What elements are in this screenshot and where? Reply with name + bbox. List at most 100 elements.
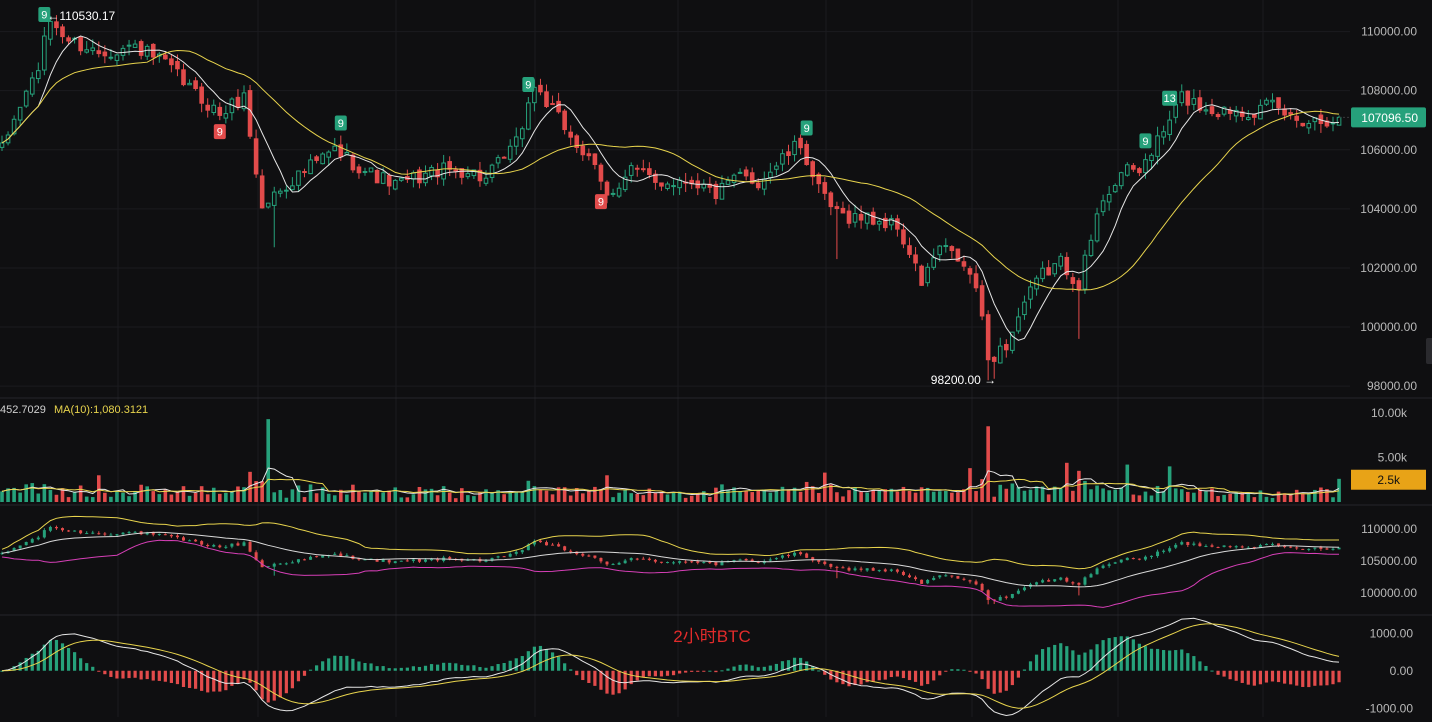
macd-histogram-bar (538, 645, 543, 671)
boll-candle-body (901, 571, 905, 575)
volume-bar (901, 486, 906, 502)
boll-candle-body (1119, 559, 1123, 563)
macd-histogram-bar (296, 670, 301, 682)
boll-candle-body (653, 559, 657, 562)
candle-body (386, 174, 392, 187)
macd-histogram-bar (1083, 652, 1087, 671)
candle (743, 166, 749, 181)
volume-bar (363, 492, 367, 502)
volume-bar (103, 492, 107, 502)
candle (876, 219, 882, 231)
candle (858, 205, 864, 229)
macd-histogram-bar (97, 670, 101, 672)
candle-body (768, 171, 773, 179)
candle (1040, 261, 1045, 283)
boll-candle-body (1089, 574, 1093, 578)
volume-bar (230, 491, 234, 502)
candle-body (1004, 344, 1009, 351)
candle-body (1179, 91, 1185, 104)
macd-histogram-bar (163, 670, 167, 682)
macd-histogram-bar (1204, 665, 1208, 671)
candle (435, 163, 440, 185)
candle (949, 245, 955, 259)
candle (985, 310, 991, 381)
candle (737, 168, 743, 174)
candle (386, 172, 392, 195)
candle (1306, 120, 1312, 134)
volume-bar (1077, 470, 1081, 502)
candle-body (574, 135, 580, 149)
volume-bar (744, 491, 748, 502)
volume-bar (1052, 486, 1057, 502)
boll-candle-body (1053, 579, 1057, 582)
macd-dif-line (1, 617, 1340, 717)
candle (798, 134, 803, 155)
boll-candle-body (339, 553, 343, 557)
candle-body (253, 138, 259, 175)
boll-candle-body (242, 542, 246, 546)
volume-bar (726, 489, 730, 502)
candle (1215, 112, 1221, 120)
volume-bar (151, 491, 156, 502)
side-collapse-handle[interactable] (1426, 338, 1432, 364)
boll-candle-body (1077, 582, 1081, 585)
boll-candle-body (526, 544, 530, 551)
boll-candle-body (895, 569, 899, 572)
candle-body (991, 356, 997, 362)
boll-candle-body (1246, 547, 1250, 549)
candle-body (362, 171, 368, 174)
candle (792, 135, 797, 162)
boll-candle-body (436, 559, 440, 561)
macd-histogram-bar (1313, 670, 1317, 686)
macd-histogram-bar (1168, 650, 1172, 671)
candle-body (0, 142, 5, 148)
macd-histogram-bar (1065, 646, 1069, 671)
boll-candle-body (720, 561, 724, 566)
volume-bar (1337, 478, 1341, 502)
td-marker-box (334, 115, 347, 131)
volume-bar (1173, 488, 1178, 502)
candle (96, 41, 102, 58)
volume-bar (647, 488, 652, 502)
macd-histogram-bar (871, 670, 875, 682)
macd-histogram-bar (1186, 653, 1190, 671)
volume-bar (369, 490, 373, 502)
candle-body (520, 128, 525, 140)
boll-candle-body (1192, 543, 1196, 545)
candle (550, 95, 555, 106)
volume-bar (714, 487, 718, 502)
candle (1276, 97, 1281, 115)
candle-body (332, 145, 338, 152)
boll-candle-body (932, 577, 936, 580)
candle (532, 79, 537, 112)
volume-bar (48, 489, 53, 502)
candle-body (1215, 114, 1221, 118)
candle (1052, 263, 1058, 277)
boll-candle-body (635, 558, 639, 560)
candle (925, 262, 930, 287)
macd-histogram-bar (1192, 656, 1196, 671)
macd-histogram-bar (1010, 670, 1014, 686)
boll-candle-body (714, 562, 718, 566)
price-axis-tick: 110000.00 (1361, 25, 1417, 39)
macd-histogram-bar (714, 670, 718, 673)
candle-body (979, 285, 985, 317)
boll-candle-body (18, 545, 22, 549)
volume-bar (931, 491, 936, 502)
candle-body (1239, 111, 1245, 117)
boll-candle-body (883, 569, 887, 572)
candle-body (1137, 168, 1142, 174)
candle-body (840, 207, 846, 214)
boll-candle-body (42, 530, 46, 538)
boll-candle-body (73, 530, 77, 532)
macd-histogram-bar (212, 670, 216, 692)
volume-bar (974, 491, 978, 502)
volume-bar (992, 496, 996, 502)
macd-histogram-bar (877, 670, 881, 681)
macd-histogram-bar (623, 670, 627, 690)
candle-body (126, 44, 132, 47)
volume-bar (478, 492, 482, 502)
macd-histogram-bar (1198, 661, 1202, 671)
boll-candle-body (1071, 582, 1075, 584)
